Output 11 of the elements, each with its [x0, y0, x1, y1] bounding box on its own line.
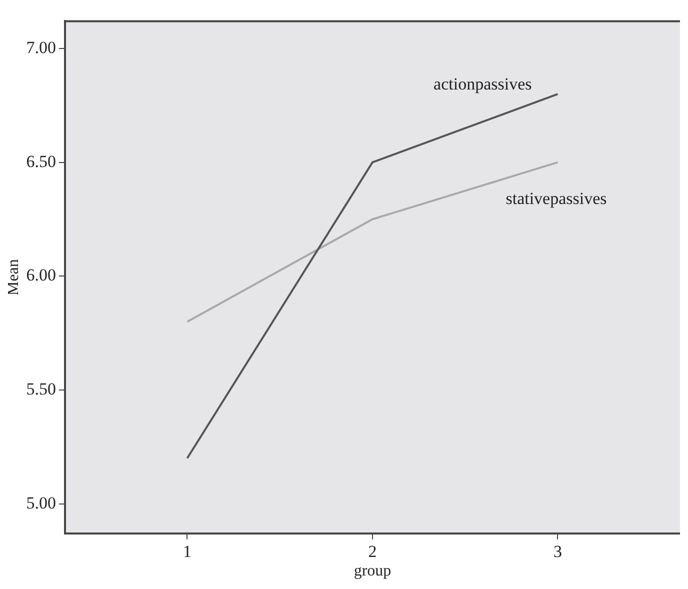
series-label: stativepassives — [506, 188, 607, 208]
y-tick-label: 7.00 — [26, 38, 56, 57]
x-axis-title: group — [354, 562, 392, 580]
x-tick-label: 1 — [182, 542, 192, 562]
y-tick-label: 6.00 — [26, 266, 56, 285]
x-tick-label: 2 — [368, 542, 377, 562]
y-tick-label: 5.50 — [26, 379, 56, 398]
x-tick-label: 3 — [553, 542, 562, 562]
y-tick-label: 6.50 — [26, 152, 56, 171]
series-label: actionpassives — [434, 74, 532, 94]
y-tick-label: 5.00 — [26, 493, 56, 512]
